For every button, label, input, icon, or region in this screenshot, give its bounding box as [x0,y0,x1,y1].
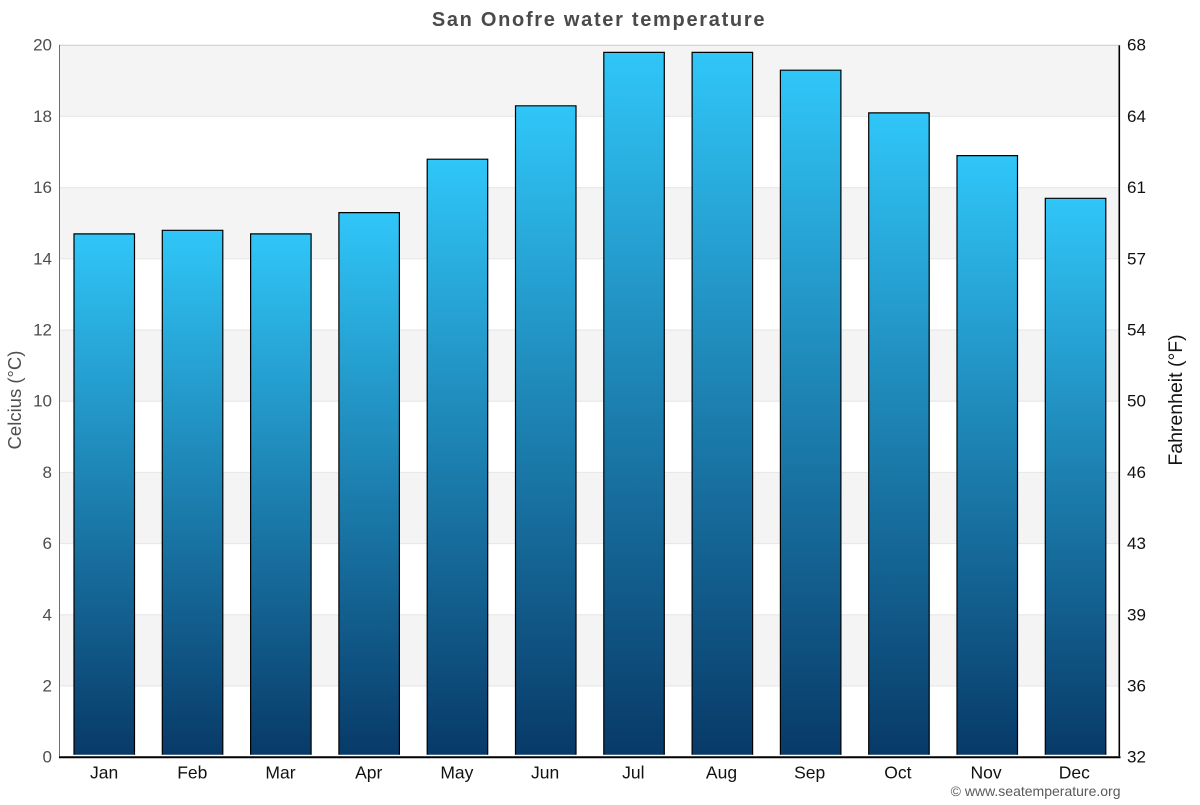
svg-text:Feb: Feb [177,762,207,782]
svg-text:4: 4 [43,605,52,624]
svg-text:Mar: Mar [265,762,295,782]
svg-text:Nov: Nov [971,762,1002,782]
svg-text:May: May [440,762,473,782]
svg-text:39: 39 [1127,605,1146,624]
svg-text:20: 20 [33,36,52,55]
svg-text:6: 6 [43,534,52,553]
svg-text:Aug: Aug [706,762,737,782]
svg-text:12: 12 [33,321,52,340]
svg-text:Sep: Sep [794,762,825,782]
svg-text:Apr: Apr [355,762,382,782]
svg-text:2: 2 [43,677,52,696]
svg-text:64: 64 [1127,107,1146,126]
svg-text:46: 46 [1127,463,1146,482]
svg-text:Jun: Jun [531,762,559,782]
svg-text:© www.seatemperature.org: © www.seatemperature.org [951,783,1121,799]
svg-text:Fahrenheit (°F): Fahrenheit (°F) [1165,334,1187,465]
svg-text:32: 32 [1127,748,1146,767]
svg-text:61: 61 [1127,178,1146,197]
svg-text:68: 68 [1127,36,1146,55]
svg-text:43: 43 [1127,534,1146,553]
svg-text:36: 36 [1127,677,1146,696]
svg-text:Jan: Jan [90,762,118,782]
svg-text:Dec: Dec [1059,762,1090,782]
svg-text:16: 16 [33,178,52,197]
svg-text:18: 18 [33,107,52,126]
svg-text:Celcius (°C): Celcius (°C) [4,351,25,450]
svg-text:57: 57 [1127,249,1146,268]
svg-text:10: 10 [33,392,52,411]
svg-text:Jul: Jul [622,762,644,782]
svg-text:54: 54 [1127,321,1146,340]
svg-text:50: 50 [1127,392,1146,411]
svg-text:0: 0 [43,748,52,767]
svg-text:8: 8 [43,463,52,482]
svg-text:Oct: Oct [884,762,911,782]
svg-text:San Onofre water temperature: San Onofre water temperature [432,9,766,31]
svg-text:14: 14 [33,249,52,268]
